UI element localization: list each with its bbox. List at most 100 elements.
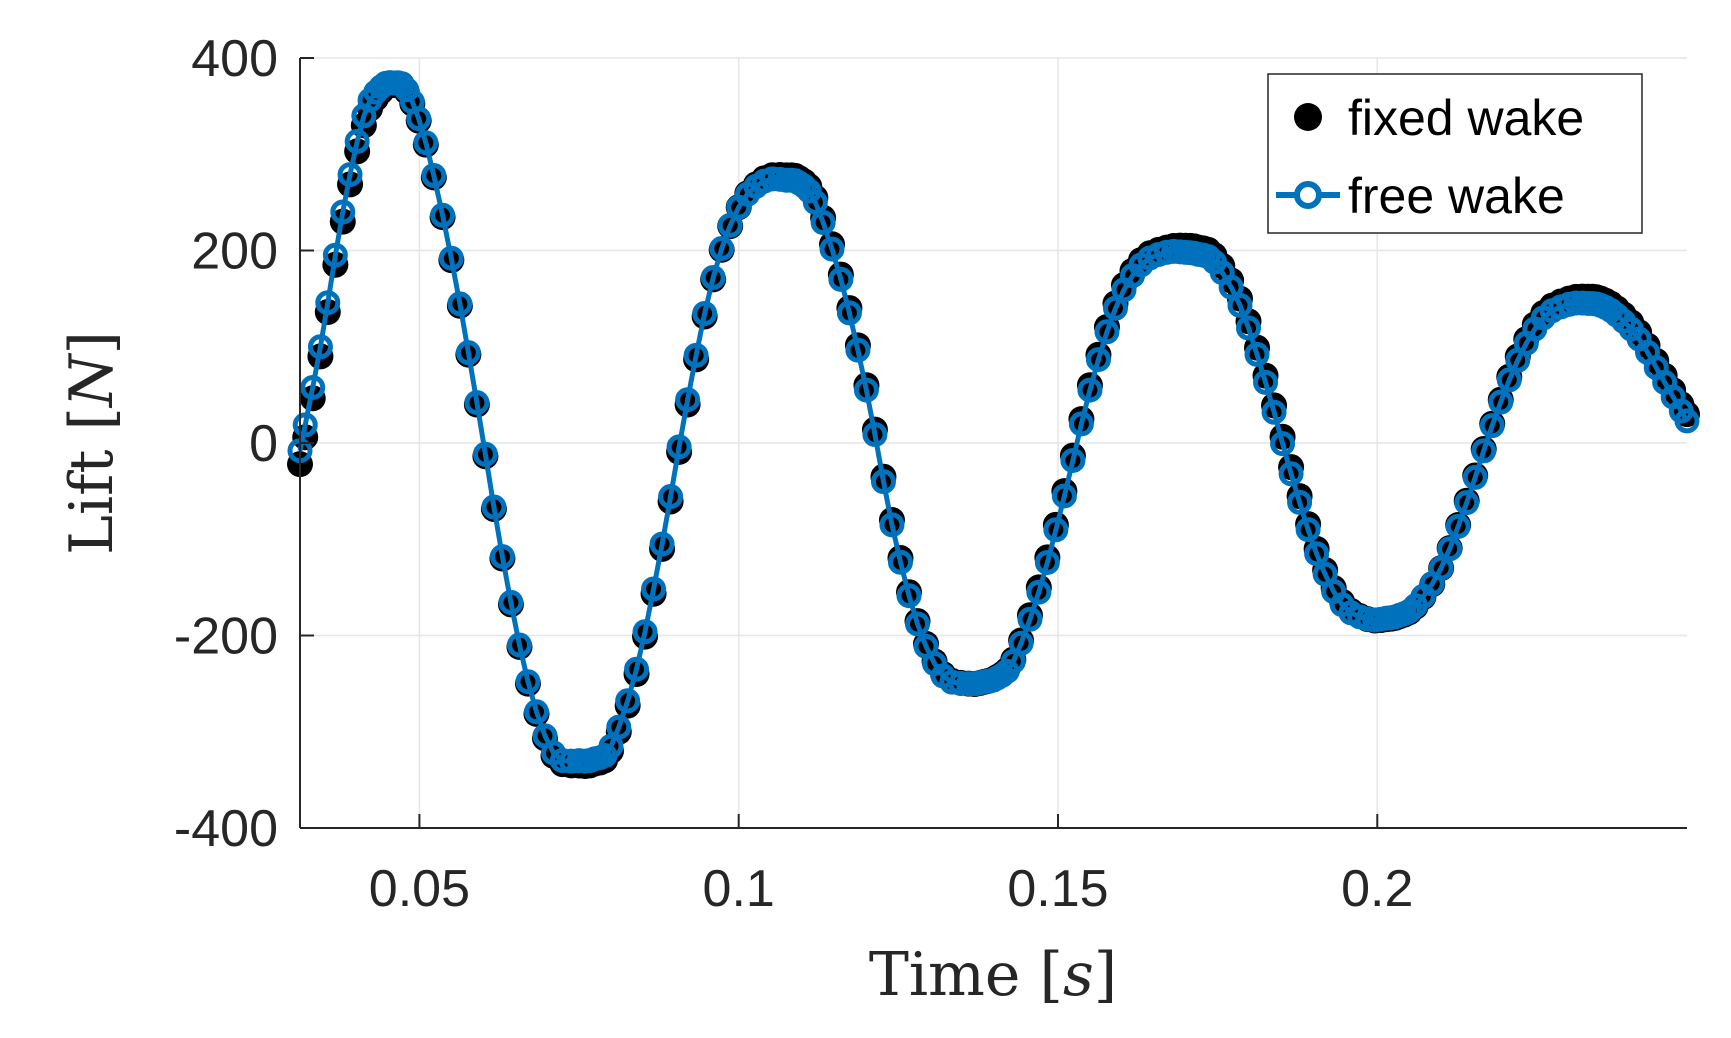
free-wake-point	[344, 128, 370, 154]
free-wake-point	[1077, 377, 1103, 403]
free-wake-point	[1496, 367, 1522, 393]
y-tick-label: 200	[191, 223, 278, 281]
free-wake-point	[406, 106, 432, 132]
free-wake-point	[649, 531, 675, 557]
free-wake-point	[658, 484, 684, 510]
free-wake-point	[675, 387, 701, 413]
free-wake-point	[1085, 347, 1111, 373]
free-wake-point	[1008, 630, 1034, 656]
free-wake-point	[1270, 431, 1296, 457]
free-wake-point	[896, 583, 922, 609]
free-wake-point	[624, 656, 650, 682]
free-wake-point	[337, 162, 363, 188]
free-wake-point	[1017, 606, 1043, 632]
y-tick-label: 400	[191, 30, 278, 88]
free-wake-point	[430, 202, 456, 228]
free-wake-point	[447, 291, 473, 317]
free-wake-point	[700, 264, 726, 290]
tick-labels: 0.05 0.1 0.15 0.2 -400 -200 0 200 400	[174, 30, 1414, 918]
free-wake-point	[1253, 369, 1279, 395]
free-wake-point	[1437, 536, 1463, 562]
free-wake-point	[523, 699, 549, 725]
free-wake-point	[1227, 292, 1253, 318]
free-wake-point	[836, 300, 862, 326]
x-tick-label: 0.05	[369, 860, 470, 918]
free-wake-point	[515, 669, 541, 695]
free-wake-point	[1462, 464, 1488, 490]
x-tick-label: 0.15	[1007, 860, 1108, 918]
free-wake-point	[1034, 549, 1060, 575]
free-wake-point	[1261, 399, 1287, 425]
free-wake-point	[322, 242, 348, 268]
free-wake-point	[1060, 447, 1086, 473]
free-wake-point	[1287, 489, 1313, 515]
free-wake-point	[506, 632, 532, 658]
free-wake-point	[709, 236, 735, 262]
free-wake-point	[853, 377, 879, 403]
free-wake-point	[315, 290, 341, 316]
free-wake-point	[1278, 461, 1304, 487]
free-wake-point	[641, 576, 667, 602]
free-wake-point	[1454, 490, 1480, 516]
free-wake-point	[1471, 438, 1497, 464]
free-wake-point	[1674, 408, 1700, 434]
free-wake-point	[683, 342, 709, 368]
free-wake-point	[692, 301, 718, 327]
free-wake-point	[464, 390, 490, 416]
free-wake-point	[828, 266, 854, 292]
free-wake-point	[879, 512, 905, 538]
free-wake-point	[905, 611, 931, 637]
free-wake-point	[421, 162, 447, 188]
free-wake-point	[292, 412, 318, 438]
free-wake-point	[606, 714, 632, 740]
free-wake-point	[887, 549, 913, 575]
free-wake-point	[330, 199, 356, 225]
free-wake-point	[1068, 411, 1094, 437]
y-axis-label: Lift [N]	[57, 331, 127, 555]
free-wake-point	[1244, 341, 1270, 367]
legend-label-free-wake: free wake	[1348, 168, 1565, 224]
series-free-wake	[287, 70, 1700, 774]
free-wake-point	[481, 494, 507, 520]
free-wake-point	[413, 130, 439, 156]
free-wake-point	[870, 469, 896, 495]
legend: fixed wake free wake	[1267, 73, 1643, 234]
free-wake-point	[862, 422, 888, 448]
legend-box	[1267, 73, 1643, 234]
free-wake-point	[498, 589, 524, 615]
free-wake-point	[549, 748, 575, 774]
free-wake-point	[394, 77, 420, 103]
free-wake-point	[1043, 517, 1069, 543]
free-wake-point	[845, 337, 871, 363]
free-wake-point	[1051, 483, 1077, 509]
free-wake-point	[1488, 389, 1514, 415]
free-wake-point	[615, 688, 641, 714]
legend-marker-free-wake	[1294, 181, 1322, 209]
free-wake-point	[438, 245, 464, 271]
series-layer	[287, 70, 1700, 780]
free-wake-point	[307, 334, 333, 360]
free-wake-point	[1304, 541, 1330, 567]
legend-marker-fixed-wake	[1294, 103, 1322, 131]
x-axis-label: Time [s]	[869, 940, 1117, 1010]
y-tick-label: 0	[249, 415, 278, 473]
free-wake-point	[1026, 579, 1052, 605]
free-wake-point	[1445, 513, 1471, 539]
free-wake-point	[1094, 319, 1120, 345]
free-wake-point	[1236, 315, 1262, 341]
free-wake-point	[1479, 413, 1505, 439]
free-wake-point	[455, 340, 481, 366]
free-wake-point	[1295, 517, 1321, 543]
y-tick-label: -200	[174, 608, 278, 666]
free-wake-point	[300, 375, 326, 401]
free-wake-point	[666, 434, 692, 460]
legend-label-fixed-wake: fixed wake	[1348, 90, 1584, 146]
y-tick-label: -400	[174, 800, 278, 858]
free-wake-point	[819, 236, 845, 262]
free-wake-point	[810, 210, 836, 236]
free-wake-point	[802, 189, 828, 215]
free-wake-point	[489, 544, 515, 570]
free-wake-point	[472, 441, 498, 467]
x-tick-label: 0.1	[703, 860, 775, 918]
